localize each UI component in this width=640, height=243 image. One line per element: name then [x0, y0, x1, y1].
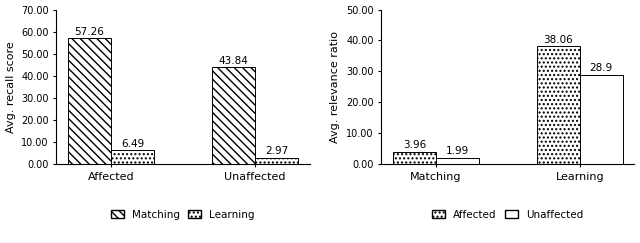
Text: 38.06: 38.06 — [543, 35, 573, 45]
Text: 43.84: 43.84 — [218, 56, 248, 66]
Text: 57.26: 57.26 — [74, 26, 104, 37]
Text: 1.99: 1.99 — [446, 146, 469, 156]
Text: 6.49: 6.49 — [121, 139, 144, 149]
Y-axis label: Avg. relevance ratio: Avg. relevance ratio — [330, 31, 340, 143]
Legend: Affected, Unaffected: Affected, Unaffected — [428, 205, 588, 224]
Bar — [255, 157, 298, 164]
Legend: Matching, Learning: Matching, Learning — [107, 205, 259, 224]
Text: 3.96: 3.96 — [403, 140, 426, 150]
Bar — [393, 152, 436, 164]
Bar — [580, 75, 623, 164]
Text: 2.97: 2.97 — [265, 146, 288, 156]
Bar — [436, 158, 479, 164]
Text: 28.9: 28.9 — [589, 63, 613, 73]
Bar — [212, 67, 255, 164]
Bar — [111, 150, 154, 164]
Bar — [68, 38, 111, 164]
Y-axis label: Avg. recall score: Avg. recall score — [6, 41, 15, 133]
Bar — [536, 46, 580, 164]
